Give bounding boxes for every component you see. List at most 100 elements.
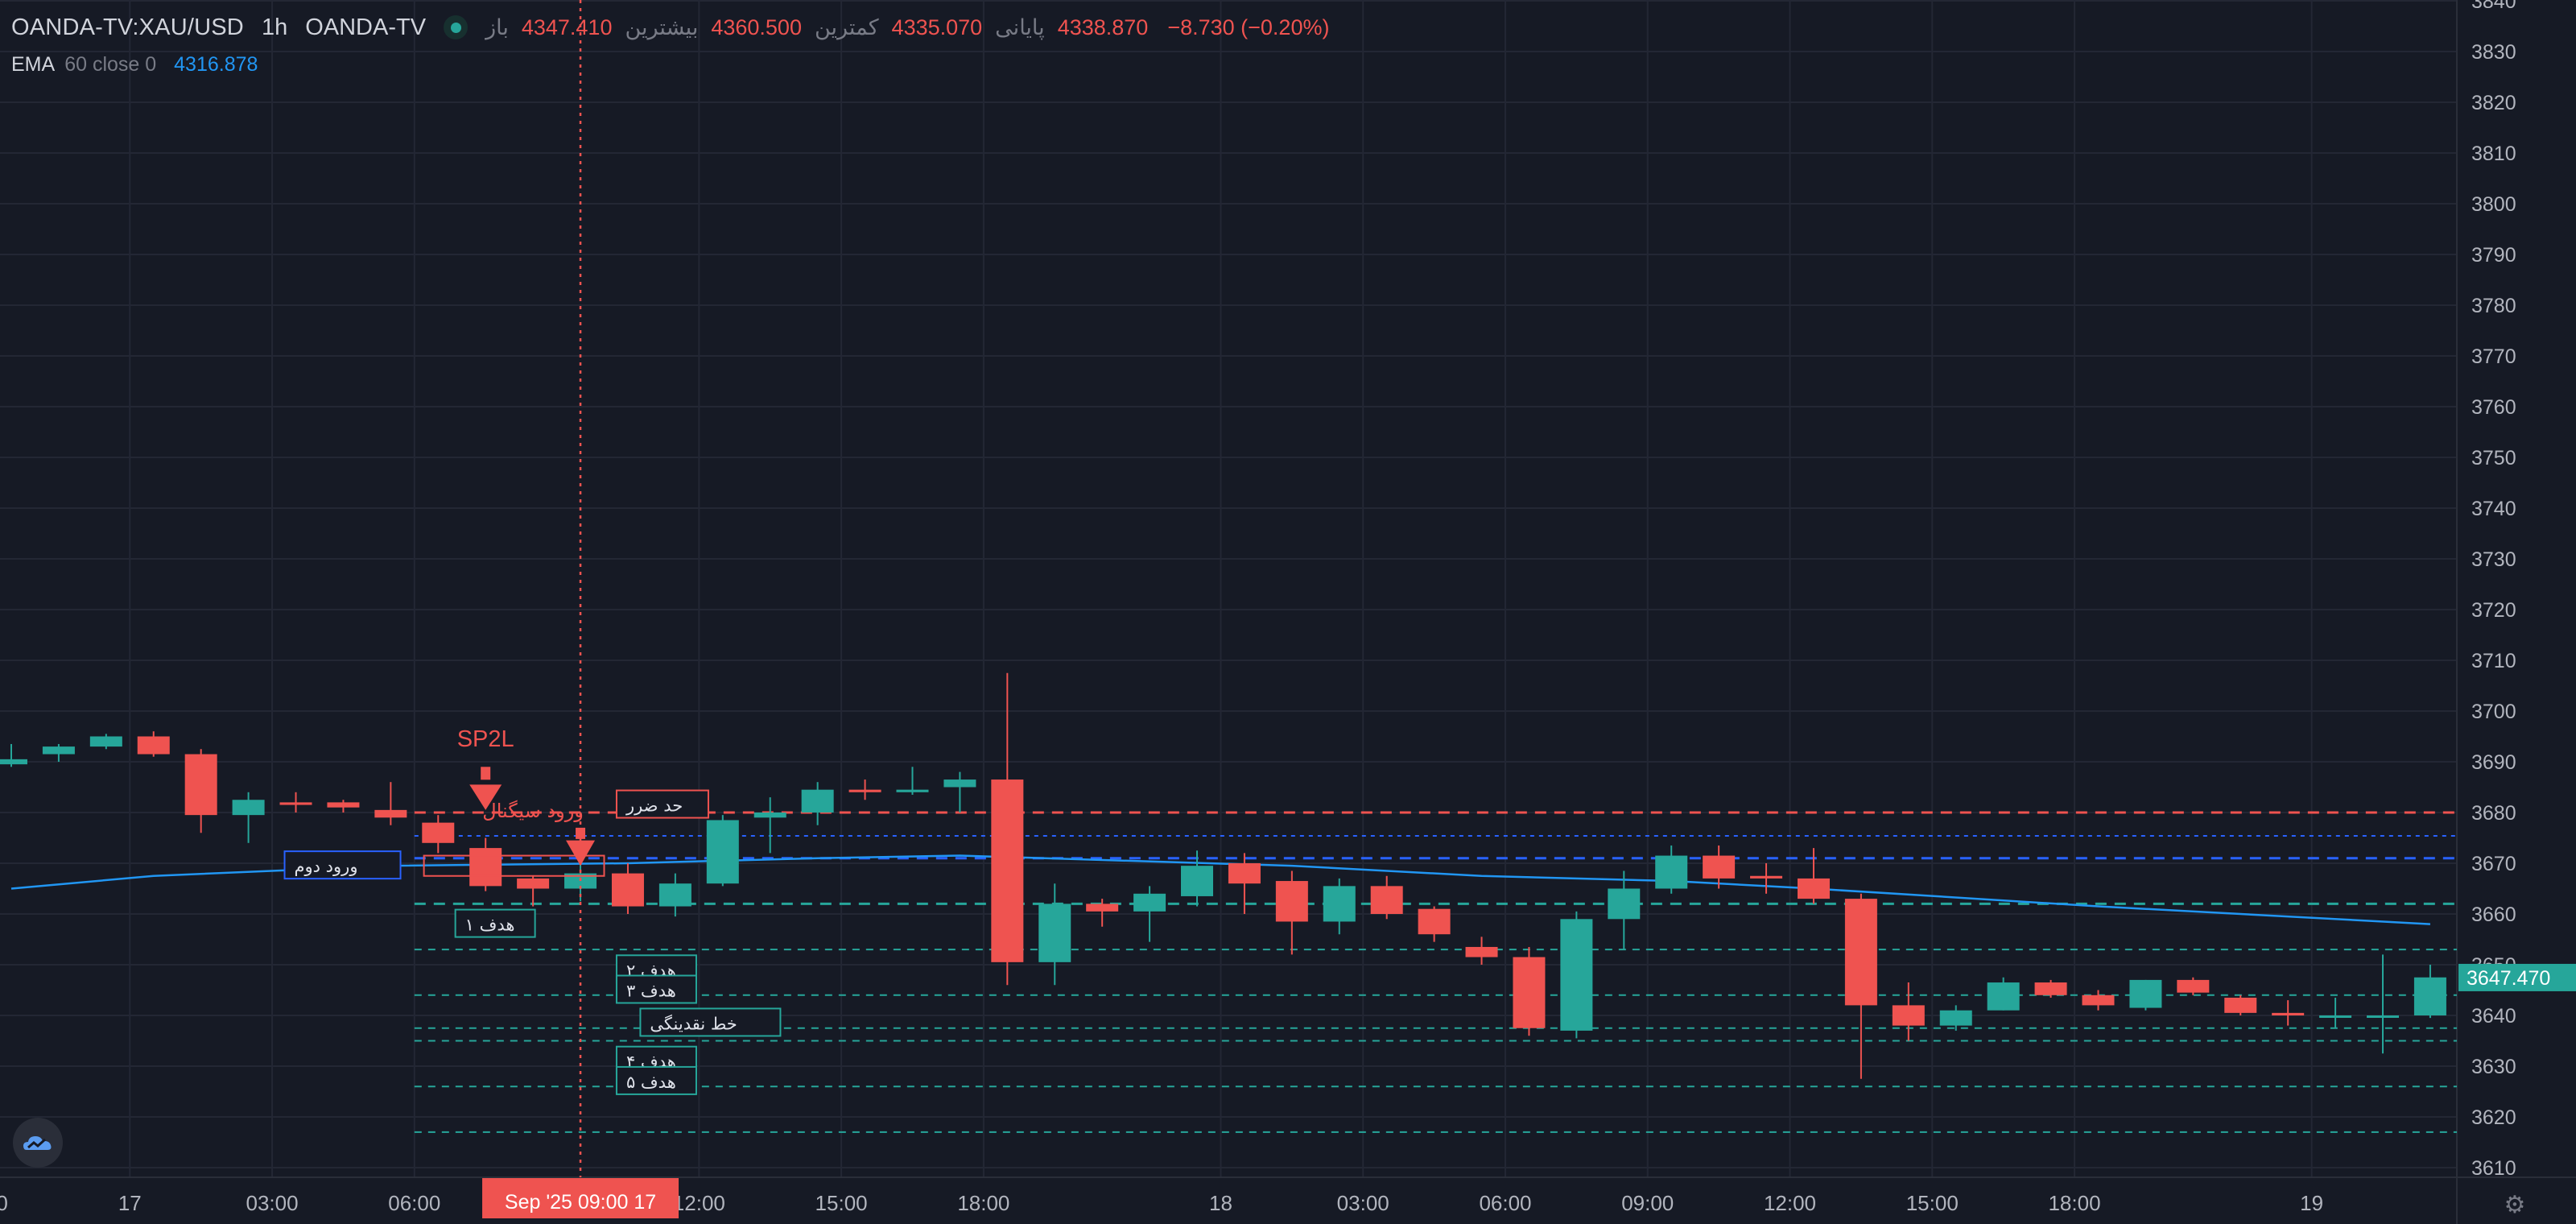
y-tick-label: 3800	[2471, 193, 2516, 216]
tradingview-cloud-logo-icon[interactable]	[13, 1118, 63, 1168]
chart-legend-header: OANDA-TV:XAU/USD 1h OANDA-TV باز 4347.41…	[11, 11, 1329, 43]
candle-body	[2177, 979, 2210, 993]
candle-body	[1655, 855, 1688, 889]
y-tick-label: 3700	[2471, 701, 2516, 723]
candle-body	[1608, 888, 1641, 920]
high-label: بیشترین	[625, 14, 699, 39]
candle-body	[1323, 886, 1356, 922]
source-label: OANDA-TV	[305, 14, 427, 40]
change-value: −8.730 (−0.20%)	[1167, 14, 1330, 39]
candle-body	[327, 802, 360, 808]
x-tick-label: 12:00	[673, 1191, 725, 1215]
candle-body	[1086, 904, 1119, 912]
level-label-text: هدف ۳	[626, 982, 676, 1001]
y-tick-label: 3770	[2471, 345, 2516, 368]
candle-body	[1560, 919, 1593, 1031]
y-tick-label: 3610	[2471, 1157, 2516, 1180]
candle-body	[1038, 904, 1071, 962]
x-tick-label: 18:00	[2048, 1191, 2100, 1215]
level-label-box	[283, 850, 402, 880]
candle-body	[1513, 957, 1546, 1028]
current-price-tag	[2458, 963, 2576, 991]
signal-entry-label: ورود سیگنال	[482, 800, 584, 822]
candle-body	[184, 754, 217, 816]
candle-body	[2034, 982, 2067, 995]
level-label-text: خط نقدینگی	[650, 1014, 737, 1033]
candle-body	[848, 789, 881, 792]
candle-body	[137, 736, 170, 755]
ohlc-values: باز 4347.410 بیشترین 4360.500 کمترین 433…	[485, 15, 1329, 40]
candle-body	[991, 779, 1024, 962]
candle-body	[611, 873, 644, 907]
candle-body	[1418, 908, 1451, 935]
y-tick-label: 3790	[2471, 244, 2516, 267]
level-label-text: حد ضرر	[625, 796, 683, 816]
down-arrow-signal-icon	[566, 840, 596, 866]
candle-body	[1750, 875, 1783, 879]
y-tick-label: 3690	[2471, 751, 2516, 774]
candle-body	[943, 779, 976, 788]
candle-body	[564, 873, 597, 889]
candle-body	[2129, 979, 2162, 1008]
candle-body	[1987, 982, 2020, 1011]
x-tick-label: 15:00	[1906, 1191, 1959, 1215]
y-tick-label: 3810	[2471, 143, 2516, 165]
indicator-legend[interactable]: EMA 60 close 0 4316.878	[11, 50, 258, 79]
candle-body	[89, 736, 122, 747]
candle-body	[2367, 1015, 2399, 1018]
entry-zone-box	[423, 854, 605, 877]
candle-body	[1228, 863, 1261, 884]
candle-body	[1892, 1005, 1925, 1026]
y-tick-label: 3730	[2471, 548, 2516, 571]
x-tick-label: 18:00	[957, 1191, 1009, 1215]
candle-body	[1939, 1010, 1972, 1026]
entry-arrow-stem	[576, 827, 586, 839]
candle-body	[1275, 881, 1308, 922]
close-label: پایانی	[995, 14, 1045, 39]
candle-body	[2224, 997, 2257, 1013]
candle-body	[232, 800, 265, 816]
y-tick-label: 3660	[2471, 904, 2516, 926]
level-label-box	[615, 1065, 697, 1095]
candle-body	[517, 878, 550, 889]
y-tick-label: 3710	[2471, 650, 2516, 672]
x-tick-label: 09:00	[1621, 1191, 1674, 1215]
crosshair-time-tag	[482, 1178, 679, 1218]
x-tick-label: 06:00	[388, 1191, 440, 1215]
candle-body	[1133, 893, 1166, 912]
indicator-name[interactable]: EMA	[11, 52, 56, 76]
crosshair-time-label: Sep '25 09:00 17	[505, 1191, 656, 1214]
level-label-box	[639, 1007, 782, 1037]
candle-body	[1797, 878, 1830, 899]
candle-body	[753, 813, 786, 818]
y-tick-label: 3620	[2471, 1106, 2516, 1129]
candle-body	[706, 820, 739, 884]
level-label-box	[454, 908, 536, 938]
x-tick-label: 03:00	[246, 1191, 299, 1215]
x-tick-label: 06:00	[1479, 1191, 1531, 1215]
candle-body	[374, 809, 407, 818]
level-label-text: ورود دوم	[295, 857, 358, 876]
y-tick-label: 3640	[2471, 1005, 2516, 1028]
level-label-box	[615, 789, 709, 819]
current-price-value: 3647.470	[2467, 967, 2550, 990]
signal-arrow-stem	[481, 767, 491, 780]
x-tick-label: 15:00	[815, 1191, 868, 1215]
candle-body	[896, 789, 929, 792]
y-tick-label: 3760	[2471, 396, 2516, 419]
interval-label[interactable]: 1h	[261, 14, 288, 40]
candle-body	[42, 746, 75, 755]
candle-body	[1181, 866, 1213, 896]
x-tick-label: 03:00	[1337, 1191, 1389, 1215]
candle-body	[2319, 1015, 2352, 1018]
y-tick-label: 3720	[2471, 599, 2516, 622]
y-tick-label: 3680	[2471, 802, 2516, 825]
gear-icon[interactable]: ⚙	[2504, 1191, 2526, 1218]
indicator-params: 60 close 0	[64, 52, 157, 76]
symbol-name[interactable]: OANDA-TV:XAU/USD	[11, 14, 244, 40]
y-tick-label: 3780	[2471, 295, 2516, 317]
candle-body	[1465, 946, 1498, 957]
